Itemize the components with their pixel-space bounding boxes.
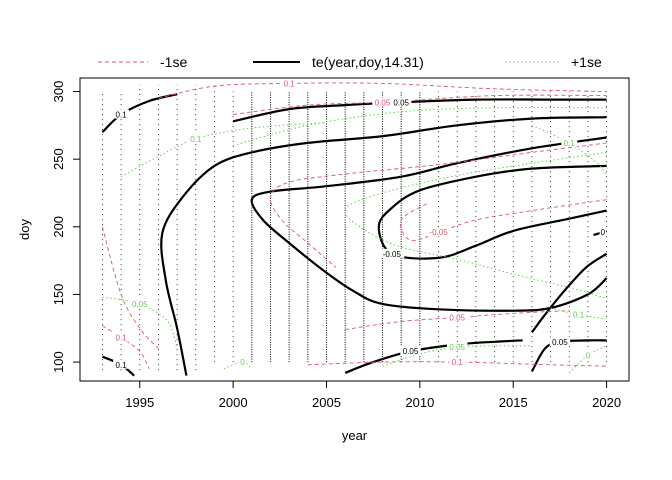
x-axis-title: year <box>342 428 368 443</box>
contour-label-bg <box>570 309 587 319</box>
contour-label-bg <box>549 336 571 346</box>
contour-label-bg <box>390 97 412 107</box>
contour-label: 0.05 <box>449 313 465 322</box>
contour-label: 0.1 <box>116 334 128 343</box>
x-tick-label: 2005 <box>312 395 341 410</box>
contour-line-dashed <box>101 226 159 349</box>
contour-label-bg <box>584 350 592 360</box>
contour-line-solid <box>101 93 178 133</box>
contour-label-bg <box>239 357 246 367</box>
contour-label-bg <box>449 357 466 367</box>
contour-line-dashed <box>158 82 607 99</box>
y-tick-label: 150 <box>51 284 66 306</box>
contour-line-dotted <box>531 124 608 176</box>
legend: -1se te(year,doy,14.31) +1se <box>98 54 602 70</box>
contour-line-solid <box>531 252 608 333</box>
contour-label-bg <box>400 346 421 356</box>
contour-label: 0.1 <box>116 111 128 120</box>
contour-line-dotted <box>120 122 327 178</box>
contour-label-bg <box>187 133 204 143</box>
contour-label-bg <box>113 359 129 369</box>
contour-label: 0.05 <box>393 98 409 107</box>
x-tick-label: 2010 <box>405 395 434 410</box>
contour-label: 0 <box>240 358 245 367</box>
contour-label: 0.1 <box>573 311 585 320</box>
contour-label-bg <box>447 342 468 352</box>
contour-label: 0 <box>586 351 591 360</box>
contour-label-bg <box>113 109 129 119</box>
legend-label: te(year,doy,14.31) <box>312 54 424 70</box>
contour-line-dotted <box>344 151 607 299</box>
contour-label: 0.05 <box>552 338 568 347</box>
x-tick-label: 2020 <box>592 395 621 410</box>
x-axis: 1995 2000 2005 2010 2015 2020 <box>125 380 621 410</box>
contour-label: -0.05 <box>429 228 448 237</box>
x-tick-label: 1995 <box>125 395 154 410</box>
contour-line-solid <box>377 164 607 260</box>
contour-label-bg <box>113 332 129 342</box>
contour-line-dashed <box>269 142 607 268</box>
x-tick-label: 2015 <box>499 395 528 410</box>
contour-label: 0.1 <box>284 79 296 88</box>
contour-label-bg <box>129 298 150 308</box>
contour-label: 0.1 <box>116 361 128 370</box>
contour-line-dotted <box>223 361 253 370</box>
contours <box>101 82 608 377</box>
y-axis-title: doy <box>17 219 32 240</box>
contour-line-solid <box>344 339 523 374</box>
y-tick-label: 250 <box>51 148 66 170</box>
contour-label-bg <box>372 97 393 107</box>
contour-label: 0.05 <box>403 347 419 356</box>
y-tick-label: 300 <box>51 81 66 103</box>
x-tick-label: 2000 <box>219 395 248 410</box>
data-rug <box>102 84 607 371</box>
contour-line-dashed <box>102 325 150 370</box>
y-tick-label: 100 <box>51 351 66 373</box>
contour-labels: 0.10.05-0.0500.050.050.10.10.05-0.050.05… <box>113 78 607 370</box>
contour-label: 0.05 <box>449 343 465 352</box>
contour-label: 0.1 <box>190 135 202 144</box>
y-tick-label: 200 <box>51 216 66 238</box>
contour-label-bg <box>561 137 578 147</box>
contour-line-solid <box>250 136 608 312</box>
contour-label-bg <box>599 227 607 237</box>
contour-label: -0.05 <box>383 250 402 259</box>
contour-line-dotted <box>102 296 178 349</box>
legend-label: -1se <box>160 54 187 70</box>
contour-label-bg <box>379 248 405 258</box>
contour-line-dotted <box>232 106 607 147</box>
contour-label: 0 <box>601 228 606 237</box>
contour-label-bg <box>426 227 452 237</box>
legend-label: +1se <box>571 54 602 70</box>
contour-label: 0.05 <box>375 98 391 107</box>
contour-label: 0.1 <box>452 358 464 367</box>
contour-label-bg <box>281 78 298 88</box>
contour-label: 0.1 <box>564 139 576 148</box>
contour-label-bg <box>447 312 468 322</box>
contour-label: 0.05 <box>132 300 148 309</box>
contour-line-dashed <box>233 94 607 115</box>
contour-line-solid <box>160 116 607 376</box>
y-axis: 100 150 200 250 300 <box>51 81 81 373</box>
